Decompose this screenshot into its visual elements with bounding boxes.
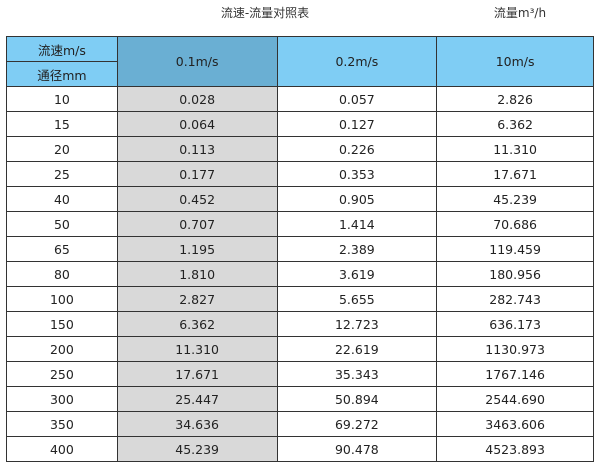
flow-cell: 2.827 [116, 286, 278, 312]
unit-label: 流量m³/h [493, 6, 547, 20]
flow-cell: 3.619 [276, 261, 438, 287]
diameter-cell: 250 [6, 361, 118, 387]
flow-cell: 0.113 [116, 136, 278, 162]
flow-cell: 180.956 [436, 261, 594, 287]
flow-cell: 90.478 [276, 436, 438, 462]
flow-cell: 0.177 [116, 161, 278, 187]
flow-cell: 34.636 [116, 411, 278, 437]
flow-cell: 636.173 [436, 311, 594, 337]
table-row: 300 25.447 50.894 2544.690 [6, 386, 594, 412]
diameter-cell: 200 [6, 336, 118, 362]
table-row: 20 0.113 0.226 11.310 [6, 136, 594, 162]
flow-cell: 45.239 [116, 436, 278, 462]
flow-cell: 0.226 [276, 136, 438, 162]
flow-cell: 4523.893 [436, 436, 594, 462]
flow-cell: 2544.690 [436, 386, 594, 412]
table-row: 150 6.362 12.723 636.173 [6, 311, 594, 337]
diameter-cell: 400 [6, 436, 118, 462]
flow-cell: 1.195 [116, 236, 278, 262]
table-row: 10 0.028 0.057 2.826 [6, 86, 594, 112]
flow-cell: 1130.973 [436, 336, 594, 362]
column-header: 0.2m/s [276, 36, 438, 87]
flow-cell: 1767.146 [436, 361, 594, 387]
flow-cell: 6.362 [436, 111, 594, 137]
table-title: 流速-流量对照表 [220, 6, 310, 20]
diameter-cell: 25 [6, 161, 118, 187]
diameter-cell: 10 [6, 86, 118, 112]
diameter-cell: 300 [6, 386, 118, 412]
flow-cell: 12.723 [276, 311, 438, 337]
diameter-cell: 65 [6, 236, 118, 262]
diameter-cell: 100 [6, 286, 118, 312]
flow-cell: 6.362 [116, 311, 278, 337]
header-row: 通径mm [6, 61, 594, 87]
flow-cell: 0.353 [276, 161, 438, 187]
flow-cell: 5.655 [276, 286, 438, 312]
flow-cell: 0.057 [276, 86, 438, 112]
table-row: 350 34.636 69.272 3463.606 [6, 411, 594, 437]
flow-cell: 0.127 [276, 111, 438, 137]
flow-cell: 119.459 [436, 236, 594, 262]
flow-cell: 0.064 [116, 111, 278, 137]
table-row: 400 45.239 90.478 4523.893 [6, 436, 594, 462]
table-row: 200 11.310 22.619 1130.973 [6, 336, 594, 362]
table-row: 40 0.452 0.905 45.239 [6, 186, 594, 212]
diameter-header: 通径mm [6, 61, 118, 87]
table-row: 100 2.827 5.655 282.743 [6, 286, 594, 312]
flow-cell: 35.343 [276, 361, 438, 387]
flow-cell: 70.686 [436, 211, 594, 237]
flow-cell: 0.707 [116, 211, 278, 237]
velocity-header: 流速m/s [6, 36, 118, 62]
flow-cell: 2.389 [276, 236, 438, 262]
flow-cell: 11.310 [116, 336, 278, 362]
table-row: 65 1.195 2.389 119.459 [6, 236, 594, 262]
column-header: 10m/s [436, 36, 594, 87]
flow-cell: 0.028 [116, 86, 278, 112]
table-row: 250 17.671 35.343 1767.146 [6, 361, 594, 387]
flow-cell: 22.619 [276, 336, 438, 362]
header-row: 流速m/s 0.1m/s 0.2m/s 10m/s [6, 36, 594, 87]
table-row: 15 0.064 0.127 6.362 [6, 111, 594, 137]
flow-cell: 25.447 [116, 386, 278, 412]
diameter-cell: 40 [6, 186, 118, 212]
flow-cell: 17.671 [436, 161, 594, 187]
flow-cell: 282.743 [436, 286, 594, 312]
flow-table: 流速m/s 0.1m/s 0.2m/s 10m/s 通径mm 10 0.028 0.… [6, 36, 594, 462]
flow-cell: 0.452 [116, 186, 278, 212]
flow-cell: 45.239 [436, 186, 594, 212]
flow-cell: 17.671 [116, 361, 278, 387]
flow-cell: 0.905 [276, 186, 438, 212]
flow-cell: 11.310 [436, 136, 594, 162]
flow-cell: 1.810 [116, 261, 278, 287]
table-row: 25 0.177 0.353 17.671 [6, 161, 594, 187]
flow-cell: 69.272 [276, 411, 438, 437]
diameter-cell: 150 [6, 311, 118, 337]
flow-cell: 3463.606 [436, 411, 594, 437]
table-row: 80 1.810 3.619 180.956 [6, 261, 594, 287]
diameter-cell: 80 [6, 261, 118, 287]
diameter-cell: 350 [6, 411, 118, 437]
diameter-cell: 50 [6, 211, 118, 237]
table-row: 50 0.707 1.414 70.686 [6, 211, 594, 237]
diameter-cell: 15 [6, 111, 118, 137]
flow-cell: 1.414 [276, 211, 438, 237]
flow-cell: 50.894 [276, 386, 438, 412]
column-header: 0.1m/s [116, 36, 278, 87]
diameter-cell: 20 [6, 136, 118, 162]
flow-cell: 2.826 [436, 86, 594, 112]
